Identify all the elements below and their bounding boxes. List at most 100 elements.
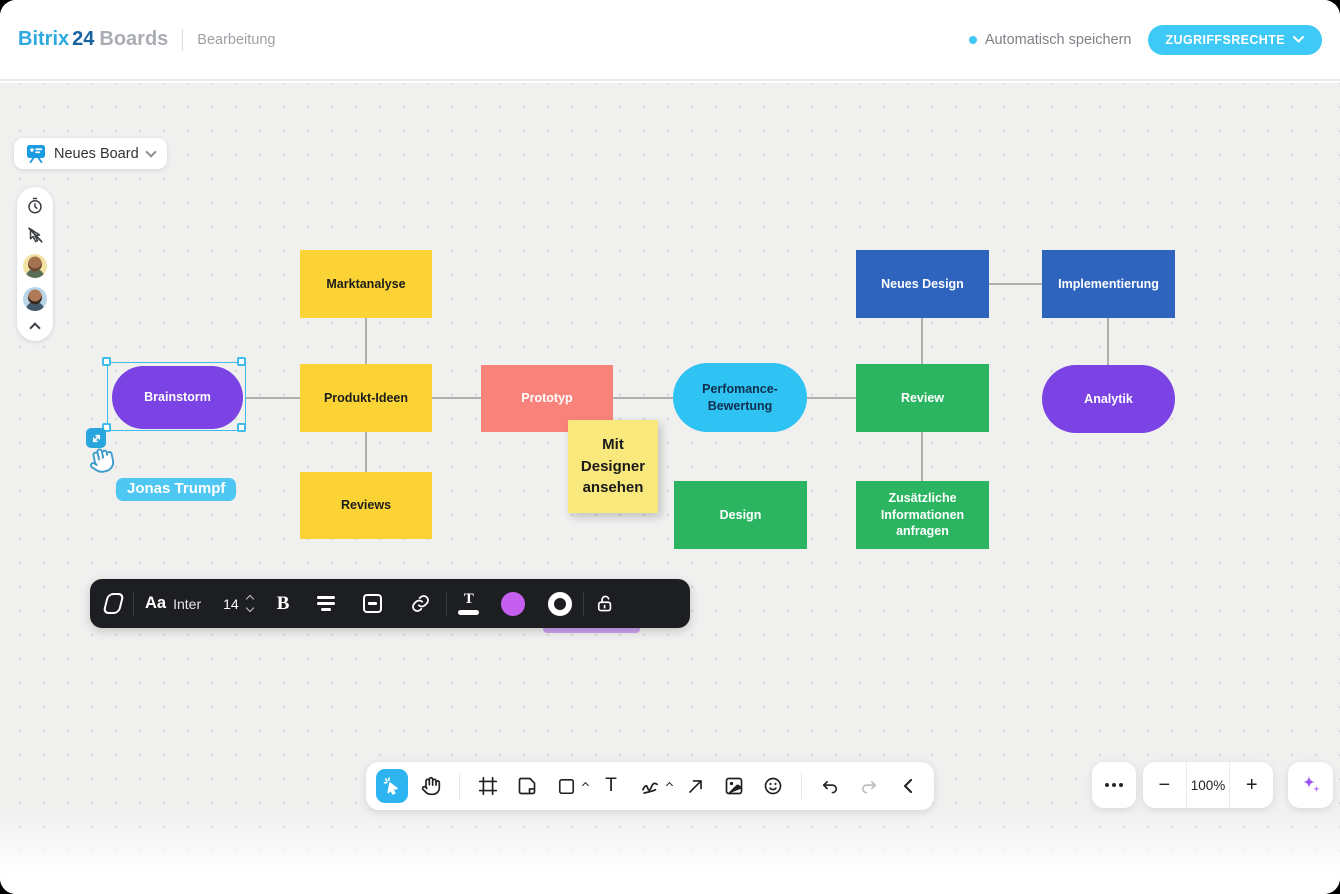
redo-button[interactable] — [853, 769, 885, 803]
connector — [1107, 318, 1109, 365]
autosave-label: Automatisch speichern — [984, 31, 1132, 48]
connector — [613, 397, 673, 399]
arrow-tool-button[interactable] — [679, 769, 711, 803]
font-button[interactable]: Aa — [145, 594, 167, 612]
vertical-align-button[interactable] — [363, 594, 410, 613]
node-reviews[interactable]: Reviews — [300, 472, 432, 539]
board-menu-button[interactable]: Neues Board — [14, 138, 167, 169]
shape-outline-icon — [102, 593, 125, 614]
chevron-up-icon — [581, 781, 590, 790]
connector — [807, 397, 856, 399]
zoom-controls: − 100% + — [1143, 762, 1273, 808]
timer-icon[interactable] — [25, 196, 45, 216]
emoji-tool-button[interactable] — [757, 769, 789, 803]
connector — [432, 397, 481, 399]
node-brainstorm[interactable]: Brainstorm — [112, 366, 243, 429]
frame-icon — [478, 776, 498, 796]
node-implementierung[interactable]: Implementierung — [1042, 250, 1175, 318]
node-label: Reviews — [340, 498, 392, 513]
stroke-color-swatch[interactable] — [548, 591, 573, 616]
image-tool-button[interactable] — [718, 769, 750, 803]
sticky-note-icon — [518, 777, 536, 795]
zoom-level: 100% — [1185, 762, 1231, 808]
draw-tool-button[interactable] — [634, 769, 674, 803]
box-minus-icon — [363, 594, 383, 613]
sparkles-icon — [1302, 776, 1320, 793]
selection-handle-se[interactable] — [237, 423, 246, 432]
stepper-down-icon[interactable] — [245, 603, 254, 613]
select-tool-button[interactable] — [376, 769, 409, 803]
node-label: Analytik — [1084, 391, 1133, 406]
arrow-up-right-icon — [688, 779, 702, 793]
undo-button[interactable] — [814, 769, 846, 803]
node-label: Marktanalyse — [326, 276, 406, 291]
connector — [245, 397, 300, 399]
hand-tool-button[interactable] — [415, 769, 447, 803]
text-align-button[interactable] — [317, 596, 336, 611]
avatar-collaborator-2[interactable] — [23, 287, 47, 311]
active-color-indicator — [543, 628, 640, 633]
font-family-value[interactable]: Inter — [173, 595, 202, 612]
chevron-left-icon — [904, 778, 913, 794]
node-label: Design — [719, 507, 762, 522]
board-icon — [27, 145, 45, 163]
toolbar-divider — [133, 591, 134, 616]
zoom-out-button[interactable]: − — [1158, 773, 1171, 796]
toolbar-divider — [801, 773, 803, 799]
node-marktanalyse[interactable]: Marktanalyse — [300, 250, 432, 318]
text-color-letter: T — [463, 591, 474, 608]
resize-badge[interactable] — [86, 428, 106, 448]
stepper-up-icon[interactable] — [245, 594, 254, 604]
text-color-button[interactable]: T — [458, 591, 480, 615]
bottom-toolbar: T — [366, 762, 934, 810]
font-size-stepper[interactable] — [245, 594, 254, 613]
frame-tool-button[interactable] — [472, 769, 504, 803]
node-label: Neues Design — [881, 276, 964, 291]
shape-style-button[interactable] — [102, 593, 125, 614]
more-options-button[interactable] — [1092, 762, 1136, 808]
node-analytik[interactable]: Analytik — [1042, 365, 1175, 433]
node-design[interactable]: Design — [674, 481, 807, 549]
node-review[interactable]: Review — [856, 364, 989, 432]
collapse-toolbar-button[interactable] — [892, 769, 924, 803]
connector — [921, 432, 923, 481]
selection-handle-sw[interactable] — [102, 423, 111, 432]
autosave-dot-icon — [968, 35, 977, 44]
avatar-collaborator-1[interactable] — [23, 254, 47, 278]
redo-icon — [861, 780, 877, 794]
selection-handle-nw[interactable] — [102, 357, 111, 366]
node-neues-design[interactable]: Neues Design — [856, 250, 989, 318]
link-button[interactable] — [410, 593, 431, 614]
selection-handle-ne[interactable] — [237, 357, 246, 366]
header-divider — [182, 28, 184, 51]
chevron-down-icon — [144, 146, 157, 158]
logo-boards: Boards — [99, 28, 169, 50]
chevron-down-icon — [1293, 36, 1304, 43]
access-rights-button[interactable]: ZUGRIFFSRECHTE — [1147, 24, 1322, 55]
zoom-in-button[interactable]: + — [1245, 773, 1258, 796]
sticky-note[interactable]: Mit Designer ansehen — [568, 420, 658, 513]
pointer-off-icon[interactable] — [25, 225, 45, 245]
node-perfomance-bewertung[interactable]: Perfomance-Bewertung — [673, 363, 807, 432]
board-canvas[interactable] — [0, 83, 1340, 894]
node-label: Brainstorm — [144, 390, 211, 405]
sticky-note-tool-button[interactable] — [511, 769, 543, 803]
node-produkt-ideen[interactable]: Produkt-Ideen — [300, 364, 432, 432]
toolbar-divider — [583, 591, 585, 616]
unlock-icon — [598, 595, 612, 612]
autosave-status: Automatisch speichern — [968, 31, 1132, 48]
scribble-icon — [642, 782, 658, 794]
chevron-up-icon — [666, 781, 674, 790]
text-tool-button[interactable]: T — [605, 775, 617, 796]
connector — [989, 283, 1042, 285]
shape-tool-button[interactable] — [550, 769, 590, 803]
lock-button[interactable] — [595, 593, 615, 614]
node-zusaetzliche-informationen[interactable]: Zusätzliche Informationen anfragen — [856, 481, 989, 549]
font-size-value[interactable]: 14 — [223, 595, 239, 612]
ai-assistant-button[interactable] — [1288, 762, 1333, 808]
fill-color-swatch[interactable] — [501, 591, 526, 616]
node-label: Produkt-Ideen — [323, 390, 409, 405]
collapse-rail-chevron-icon[interactable] — [29, 322, 41, 334]
bold-button[interactable]: B — [276, 592, 290, 614]
